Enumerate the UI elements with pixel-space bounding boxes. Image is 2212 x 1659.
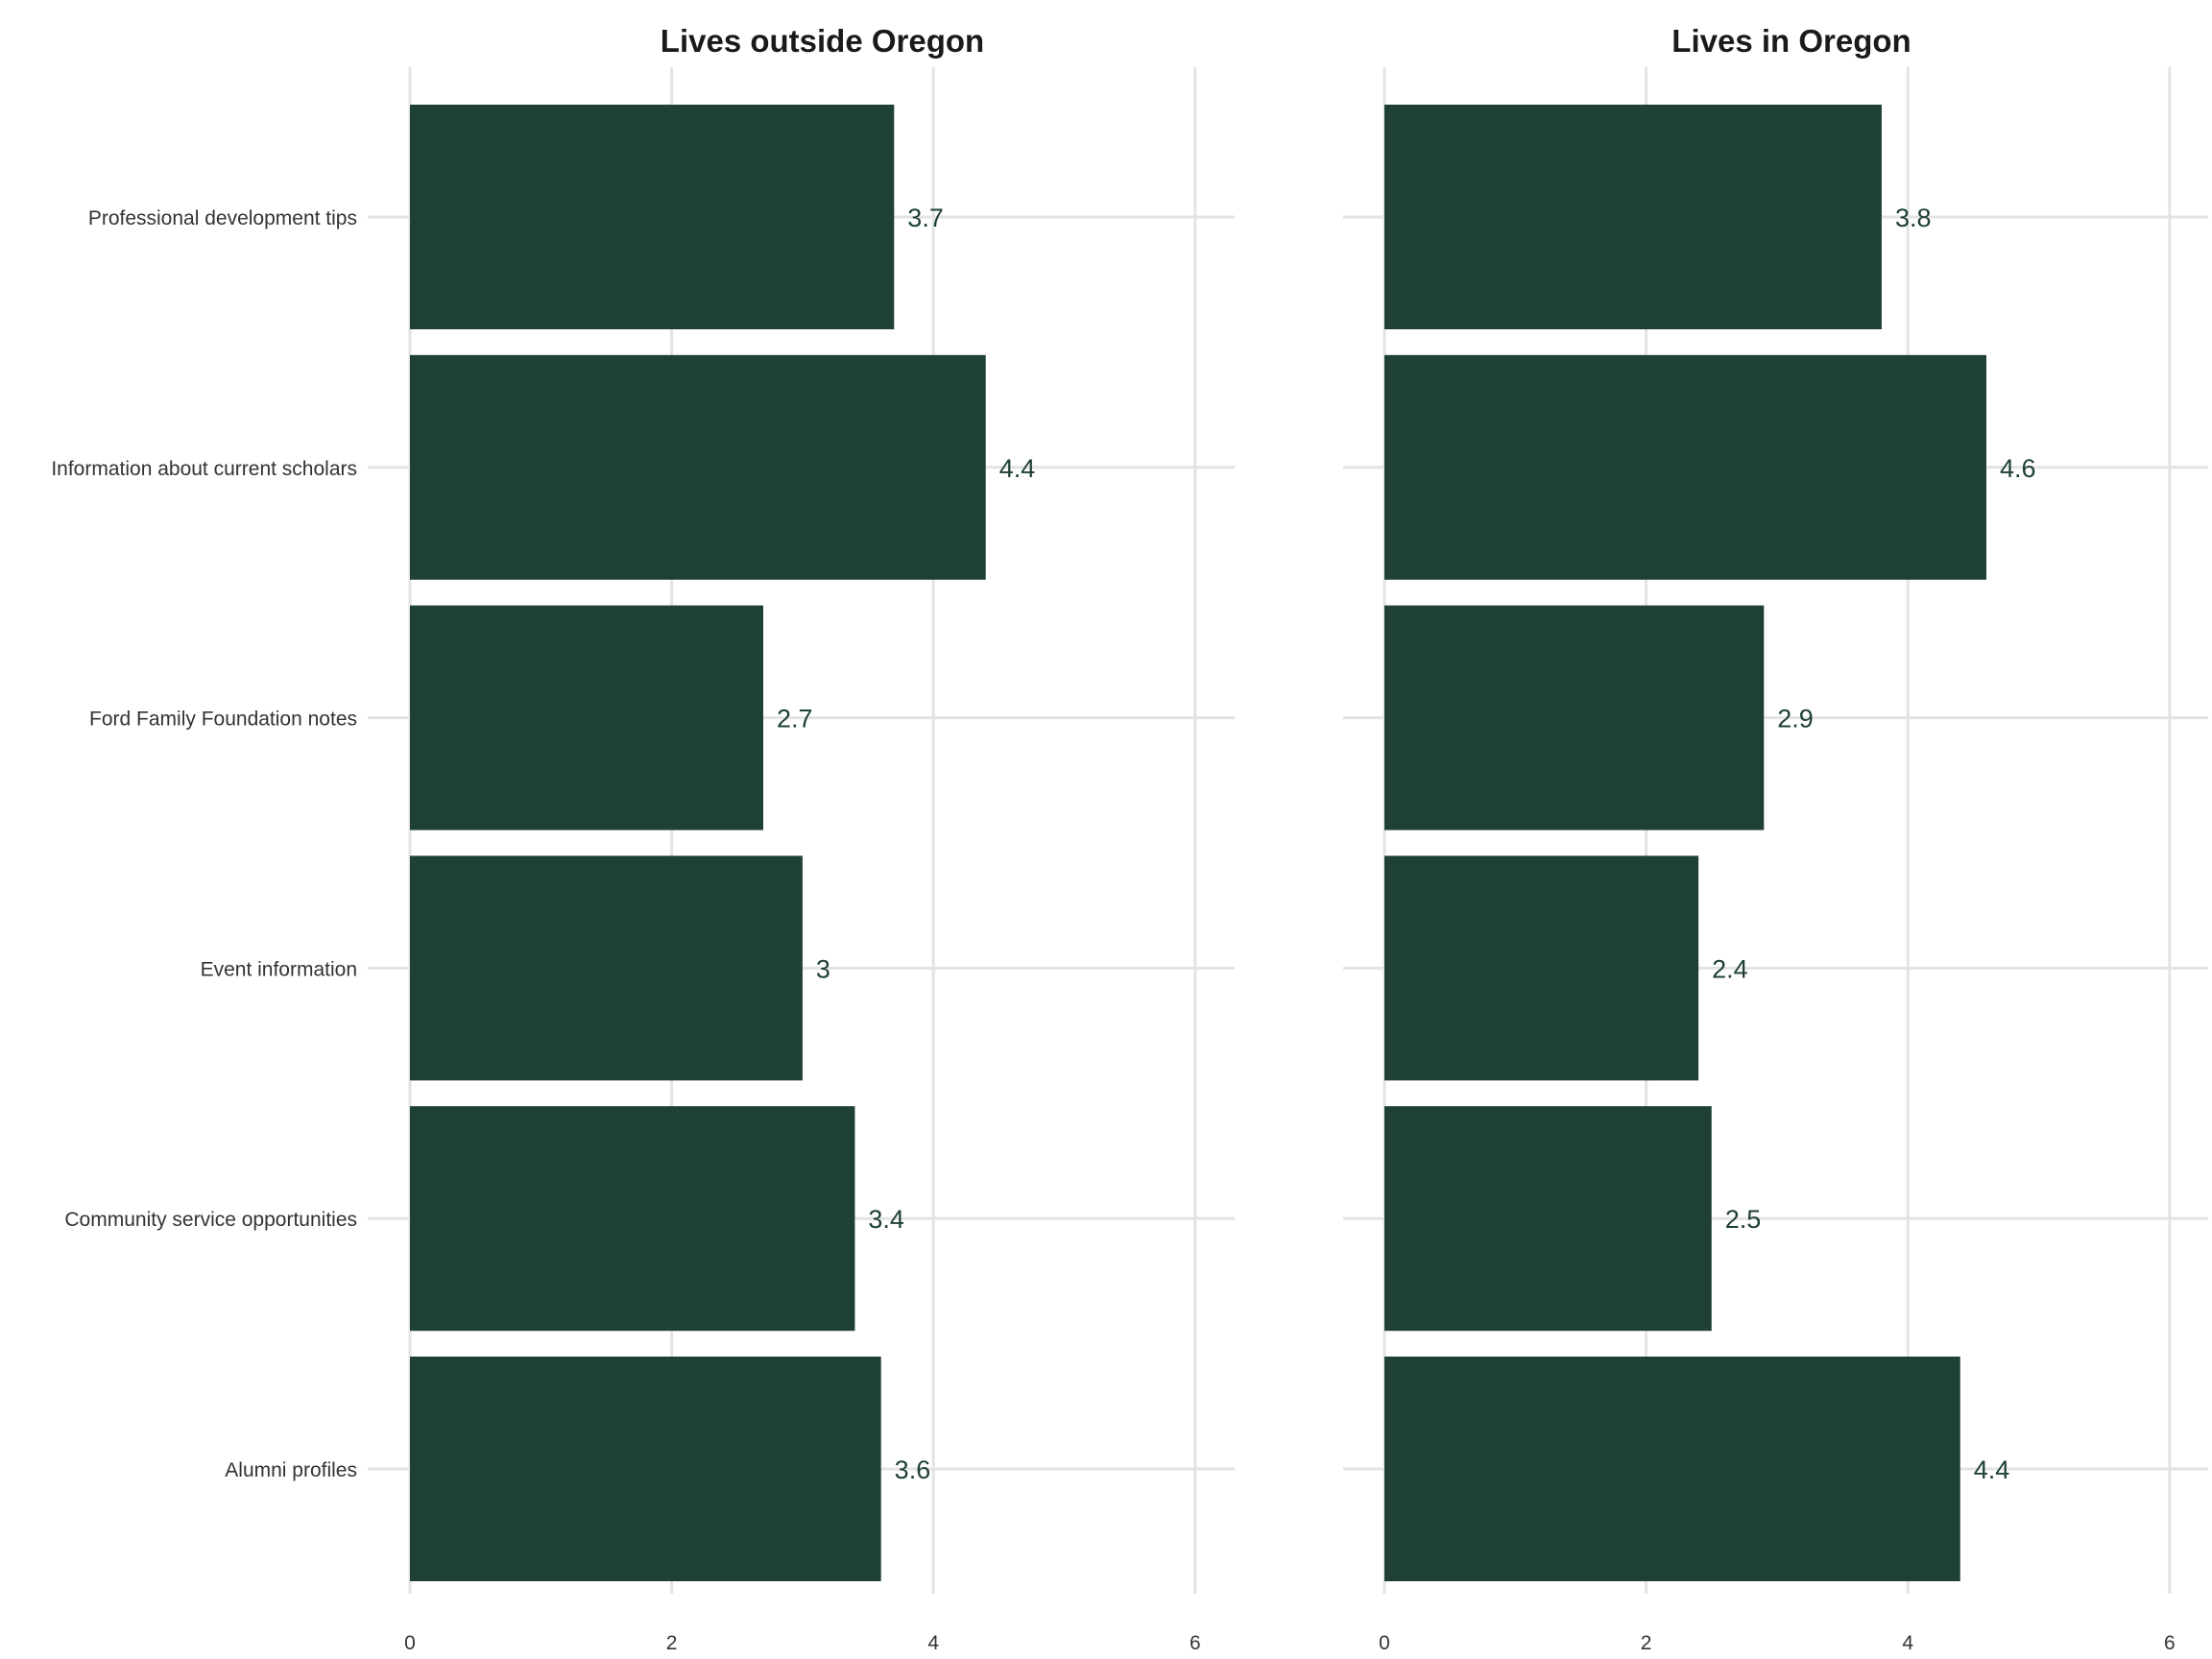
x-tick-label: 2 xyxy=(666,1632,678,1654)
bar xyxy=(410,1357,881,1581)
category-label: Event information xyxy=(201,958,357,980)
x-tick-label: 4 xyxy=(927,1632,939,1654)
value-label: 2.9 xyxy=(1777,705,1814,733)
value-label: 4.4 xyxy=(1974,1455,2010,1484)
category-label: Information about current scholars xyxy=(51,458,357,480)
bar xyxy=(1384,605,1765,830)
panel-title: Lives outside Oregon xyxy=(661,23,984,59)
x-tick-label: 6 xyxy=(2164,1632,2176,1654)
bar xyxy=(1384,855,1699,1081)
value-label: 3 xyxy=(816,954,830,983)
bar xyxy=(1384,354,1986,580)
value-label: 4.6 xyxy=(2000,454,2036,483)
bar xyxy=(1384,1106,1712,1332)
x-tick-label: 4 xyxy=(1902,1632,1913,1654)
x-tick-label: 0 xyxy=(1379,1632,1390,1654)
category-label: Professional development tips xyxy=(88,207,357,229)
value-label: 2.5 xyxy=(1725,1205,1762,1234)
category-label: Community service opportunities xyxy=(64,1209,357,1231)
x-tick-label: 6 xyxy=(1190,1632,1201,1654)
bar xyxy=(410,354,986,580)
x-tick-label: 0 xyxy=(404,1632,416,1654)
bar xyxy=(410,1106,855,1332)
x-tick-label: 2 xyxy=(1641,1632,1652,1654)
panel-title: Lives in Oregon xyxy=(1671,23,1911,59)
category-label: Alumni profiles xyxy=(225,1459,357,1481)
value-label: 3.4 xyxy=(868,1205,904,1234)
bar xyxy=(410,855,803,1081)
value-label: 3.6 xyxy=(895,1455,931,1484)
value-label: 2.7 xyxy=(777,705,813,733)
value-label: 3.8 xyxy=(1895,204,1932,232)
value-label: 4.4 xyxy=(999,454,1036,483)
bar xyxy=(410,605,764,830)
value-label: 3.7 xyxy=(907,204,944,232)
value-label: 2.4 xyxy=(1712,954,1748,983)
bar xyxy=(1384,105,1882,329)
bar xyxy=(410,105,895,329)
category-label: Ford Family Foundation notes xyxy=(89,709,357,731)
bar xyxy=(1384,1357,1960,1581)
